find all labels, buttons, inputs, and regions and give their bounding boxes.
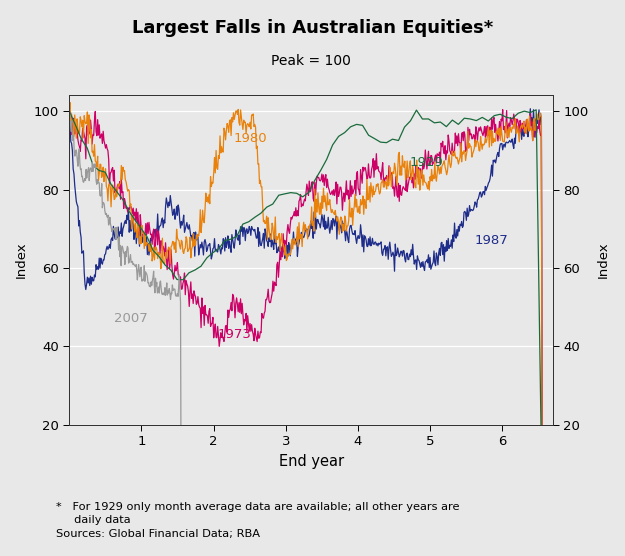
- Text: 1973: 1973: [217, 328, 251, 341]
- Text: *   For 1929 only month average data are available; all other years are: * For 1929 only month average data are a…: [56, 502, 460, 512]
- Text: 1987: 1987: [475, 234, 509, 247]
- Text: daily data: daily data: [56, 515, 131, 525]
- Y-axis label: Index: Index: [597, 242, 610, 279]
- X-axis label: End year: End year: [279, 454, 344, 469]
- Title: Peak = 100: Peak = 100: [271, 54, 351, 68]
- Y-axis label: Index: Index: [15, 242, 28, 279]
- Text: 2007: 2007: [114, 312, 148, 325]
- Text: Sources: Global Financial Data; RBA: Sources: Global Financial Data; RBA: [56, 529, 260, 539]
- Text: 1929: 1929: [410, 156, 444, 168]
- Text: Largest Falls in Australian Equities*: Largest Falls in Australian Equities*: [132, 19, 493, 37]
- Text: 1980: 1980: [234, 132, 268, 145]
